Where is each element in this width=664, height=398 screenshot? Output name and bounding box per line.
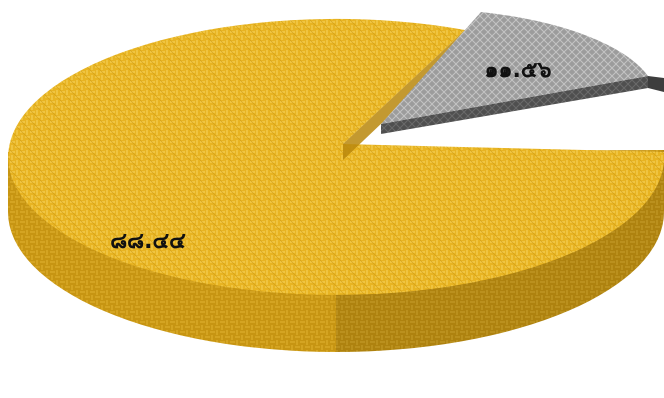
pie-slice-cut-wall — [343, 30, 465, 160]
data-label-1: ๘๘.๔๔ — [110, 229, 186, 254]
data-label-2: ๑๑.๕๖ — [485, 58, 552, 83]
pie-slice-1 — [8, 18, 664, 295]
pie-slice-side-2b — [648, 76, 664, 92]
pie-slice-2 — [381, 12, 648, 124]
pie-slice-side-2 — [381, 76, 648, 134]
